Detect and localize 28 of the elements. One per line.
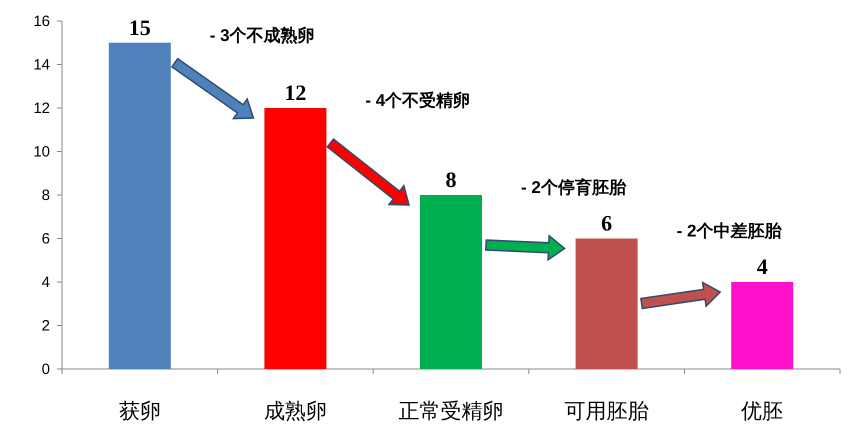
x-tick-label: 获卵	[118, 400, 161, 423]
bar	[264, 108, 326, 369]
y-tick-label: 6	[42, 230, 50, 248]
x-tick-label: 正常受精卵	[398, 400, 504, 423]
data-label: 12	[284, 80, 306, 105]
x-tick-label: 优胚	[741, 400, 784, 423]
y-tick-label: 14	[33, 56, 50, 74]
y-tick-label: 8	[42, 187, 50, 204]
bar	[420, 195, 482, 369]
bar	[108, 42, 171, 369]
data-label: 8	[446, 167, 456, 192]
x-tick-label: 可用胚胎	[564, 400, 649, 423]
x-tick-label: 成熟卵	[264, 400, 327, 423]
data-label: 6	[601, 210, 612, 236]
annotation: - 2个中差胚胎	[676, 222, 782, 240]
annotation: - 3个不成熟卵	[210, 26, 315, 45]
y-tick-label: 4	[42, 274, 50, 291]
y-tick-label: 0	[42, 361, 50, 378]
bar	[576, 238, 638, 369]
data-label: 4	[756, 254, 768, 279]
y-tick-label: 10	[33, 144, 50, 160]
data-label: 15	[128, 14, 151, 40]
y-tick-label: 12	[33, 100, 50, 117]
annotation: - 4个不受精卵	[365, 91, 470, 110]
bar	[731, 282, 794, 369]
y-tick-label: 16	[33, 13, 50, 30]
annotation: - 2个停育胚胎	[521, 177, 627, 197]
y-tick-label: 2	[42, 318, 50, 334]
